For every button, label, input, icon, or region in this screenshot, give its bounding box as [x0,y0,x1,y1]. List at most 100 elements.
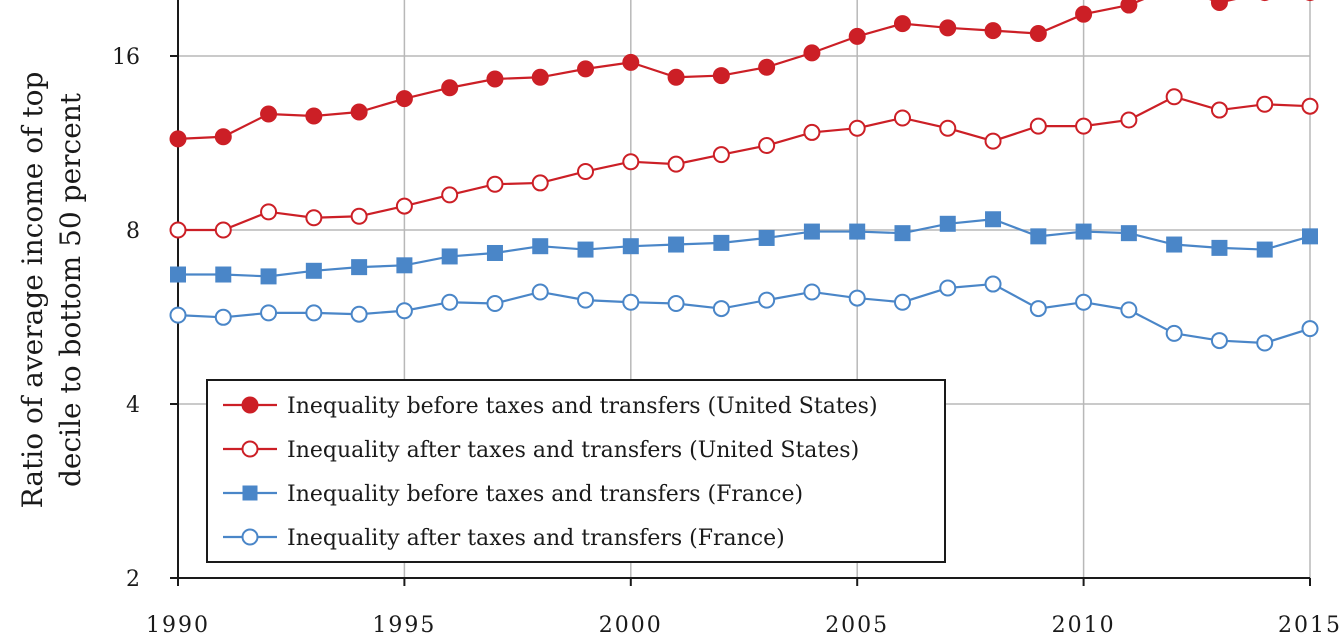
legend-label: Inequality after taxes and transfers (Fr… [287,526,785,551]
data-point [1029,25,1047,43]
data-point [1075,117,1093,135]
x-tick-label: 2015 [1278,613,1342,638]
data-point [712,146,730,164]
data-point [622,53,640,71]
data-point [1029,117,1047,135]
series-line [177,282,1311,345]
y-tick-label: 8 [126,219,140,244]
data-point [667,68,685,86]
data-point [848,27,866,45]
legend-item: Inequality before taxes and transfers (U… [223,394,878,419]
data-point [848,289,866,307]
data-point [712,67,730,85]
data-point [1075,5,1093,23]
data-point [1030,228,1047,245]
data-point [577,291,595,309]
data-point [984,132,1002,150]
data-point [985,211,1002,228]
data-point [668,236,685,253]
legend-label: Inequality before taxes and transfers (U… [287,394,878,419]
data-point [396,257,413,274]
data-point [758,137,776,155]
data-point [893,15,911,33]
data-point [486,294,504,312]
series-line [178,95,1311,232]
data-point [215,266,232,283]
data-point [1120,301,1138,319]
data-point [803,223,820,240]
legend-label: Inequality before taxes and transfers (F… [287,482,803,507]
data-point [260,105,278,123]
x-tick-label: 1990 [146,613,210,638]
data-point [848,119,866,137]
data-point [531,174,549,192]
legend-item: Inequality before taxes and transfers (F… [223,482,803,507]
y-axis-title-line: decile to bottom 50 percent [54,92,87,487]
data-series [169,0,1319,352]
data-point [1211,239,1228,256]
data-point [486,175,504,193]
data-point [441,186,459,204]
data-point [1165,324,1183,342]
data-point [350,305,368,323]
data-point [1120,225,1137,242]
tick-labels: 2 4 8 16 1990 1995 2000 2005 2010 2015 [112,45,1342,638]
data-point [395,197,413,215]
y-tick-label: 4 [126,393,140,418]
data-point [1302,228,1318,245]
data-point [170,266,186,283]
data-point [531,68,549,86]
data-point [214,221,232,239]
series-france-before [170,211,1318,285]
data-point [486,244,503,261]
data-point [486,70,504,88]
data-point [260,268,277,285]
legend-item: Inequality after taxes and transfers (Un… [223,438,859,463]
data-point [622,238,639,255]
data-point [758,58,776,76]
data-point [1301,97,1319,115]
data-point [441,79,459,97]
legend-marker [241,528,259,546]
y-tick-label: 2 [126,567,140,592]
data-point [1166,236,1183,253]
data-point [1120,0,1138,14]
data-point [713,234,730,251]
data-point [939,215,956,232]
data-point [305,304,323,322]
data-point [893,109,911,127]
legend: Inequality before taxes and transfers (U… [206,379,946,563]
data-point [758,291,776,309]
x-tick-label: 1995 [372,613,436,638]
data-point [395,90,413,108]
data-point [350,207,368,225]
data-point [1165,88,1183,106]
legend-item: Inequality after taxes and transfers (Fr… [223,526,785,551]
y-axis-title-line: Ratio of average income of top [16,72,49,509]
data-point [169,221,187,239]
data-point [260,304,278,322]
data-point [441,248,458,265]
data-point [532,238,549,255]
series-line [178,218,1311,278]
series-line [177,0,1236,140]
data-point [305,107,323,125]
data-point [939,119,957,137]
legend-label: Inequality after taxes and transfers (Un… [287,438,859,463]
data-point [803,44,821,62]
data-point [1075,223,1092,240]
data-point [803,123,821,141]
data-point [849,223,866,240]
y-tick-label: 16 [112,45,140,70]
data-point [1301,320,1319,338]
data-point [1210,101,1228,119]
data-point [1075,293,1093,311]
data-point [1120,111,1138,129]
x-tick-label: 2010 [1052,613,1116,638]
legend-marker [242,485,258,501]
data-point [351,259,368,276]
data-point [1210,332,1228,350]
data-point [214,308,232,326]
data-point [214,128,232,146]
